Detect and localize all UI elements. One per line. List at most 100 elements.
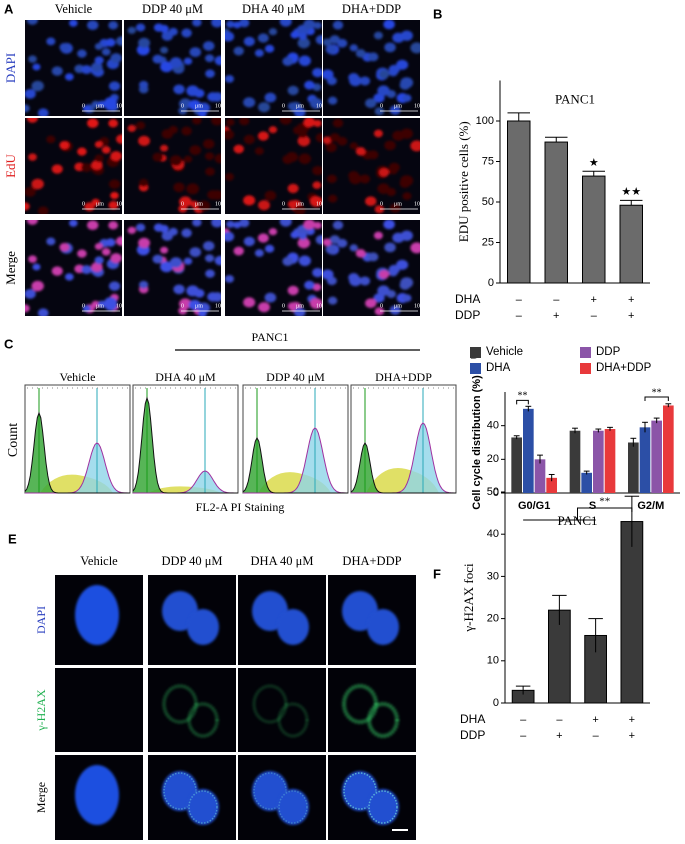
nucleus (28, 255, 37, 263)
y-tick-label: 50 (487, 486, 499, 498)
nucleus (181, 126, 192, 136)
nucleus (298, 32, 308, 40)
nucleus (367, 789, 399, 825)
condition-label: DHA (455, 292, 480, 306)
nucleus (410, 140, 420, 152)
nucleus (389, 105, 401, 115)
nucleus (188, 299, 201, 311)
scale-bar-label: 100 (116, 303, 125, 309)
scale-bar-label: 100 (316, 303, 325, 309)
nucleus (279, 220, 292, 227)
nucleus (293, 205, 306, 214)
scale-bar-label: 100 (414, 103, 423, 109)
nucleus (297, 37, 311, 49)
nucleus (108, 221, 119, 230)
nucleus (367, 150, 379, 160)
x-tick-label: G0/G1 (518, 500, 550, 512)
nucleus (152, 54, 164, 64)
nucleus (254, 49, 264, 57)
significance-label: ** (599, 496, 610, 508)
nucleus (323, 269, 334, 280)
nucleus (243, 36, 255, 47)
nucleus (169, 155, 183, 166)
y-tick-label: 75 (482, 155, 494, 167)
nucleus (160, 61, 173, 73)
nucleus (400, 277, 414, 289)
scale-bar-label: μm (96, 103, 104, 109)
nucleus (309, 98, 322, 109)
nucleus (84, 202, 95, 212)
nucleus (325, 244, 337, 255)
nucleus (87, 20, 99, 31)
nucleus (104, 97, 118, 109)
nucleus (138, 37, 151, 48)
nucleus (258, 200, 271, 211)
nucleus (379, 168, 390, 177)
nucleus (181, 28, 192, 38)
nucleus (315, 234, 322, 245)
condition-label: DDP (460, 728, 485, 742)
nucleus (392, 232, 405, 243)
column-label: DHA+DDP (342, 2, 401, 16)
nucleus (258, 102, 271, 113)
scale-bar-label: μm (96, 303, 104, 309)
nucleus (349, 44, 358, 52)
nucleus (226, 20, 235, 28)
scale-bar-label: 0 (380, 103, 383, 109)
foci-ring (162, 684, 198, 724)
column-label: DDP 40 μM (161, 554, 222, 568)
column-label: Vehicle (80, 554, 118, 568)
y-tick-label: 40 (487, 528, 499, 540)
nucleus (264, 190, 277, 201)
nucleus (108, 281, 121, 291)
nucleus (349, 244, 358, 252)
significance-label: ** (518, 391, 528, 402)
nucleus (214, 55, 221, 66)
scale-bar-label: μm (296, 201, 304, 207)
nucleus (389, 305, 401, 315)
nucleus (108, 81, 121, 91)
nucleus (127, 124, 136, 132)
nucleus (325, 44, 337, 55)
nucleus (189, 247, 202, 258)
nucleus (160, 246, 169, 254)
nucleus (297, 135, 311, 147)
condition-value: + (591, 294, 597, 306)
nucleus (233, 144, 244, 154)
nucleus (313, 119, 322, 127)
nucleus (81, 65, 92, 75)
scale-bar-label: μm (195, 201, 203, 207)
nucleus (349, 275, 362, 287)
nucleus (188, 99, 201, 111)
nucleus (254, 147, 264, 155)
column-label: DHA 40 μM (251, 554, 314, 568)
nucleus (91, 160, 103, 170)
scale-bar-label: 0 (282, 103, 285, 109)
y-tick-label: 10 (487, 655, 499, 667)
nucleus (46, 135, 56, 144)
fit-curve (243, 427, 348, 494)
condition-value: – (516, 294, 523, 306)
nucleus (135, 121, 146, 130)
nucleus (402, 294, 412, 302)
nucleus (204, 152, 215, 161)
nucleus (189, 145, 202, 156)
x-tick-label: S (589, 500, 596, 512)
nucleus (25, 104, 30, 113)
nucleus (312, 181, 322, 189)
row-label: Merge (3, 251, 18, 285)
legend-label: DDP (596, 346, 621, 358)
cells (127, 220, 221, 316)
nucleus (374, 107, 385, 116)
scale-bar-label: 0 (82, 201, 85, 207)
nucleus (186, 85, 200, 97)
nucleus (309, 196, 322, 207)
nucleus (233, 221, 242, 229)
legend-label: DHA (486, 362, 511, 374)
nucleus (226, 220, 235, 228)
nucleus (367, 52, 379, 62)
y-axis-label: γ-H2AX foci (461, 563, 476, 633)
nucleus (239, 118, 250, 126)
nucleus (243, 134, 255, 145)
scale-bar-label: 0 (380, 303, 383, 309)
